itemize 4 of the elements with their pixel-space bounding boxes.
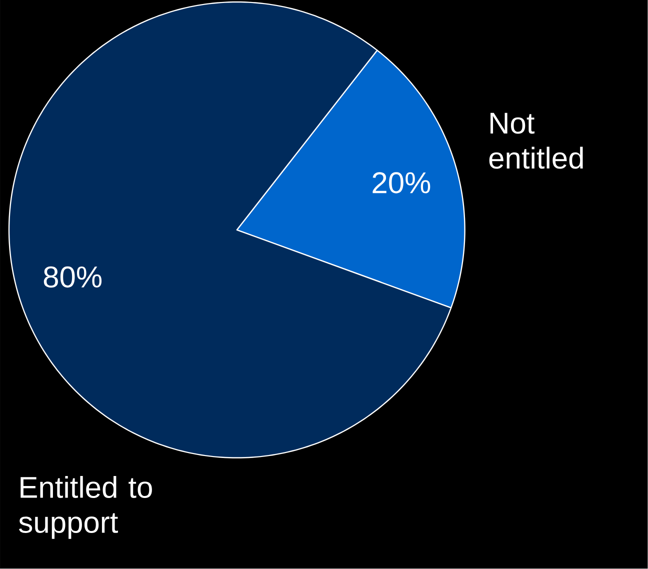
data-label: 20% (372, 172, 430, 194)
slice-label: Entitled to support (19, 476, 152, 540)
slice-label: Not entitled (489, 112, 583, 169)
data-label: 80% (44, 266, 102, 288)
